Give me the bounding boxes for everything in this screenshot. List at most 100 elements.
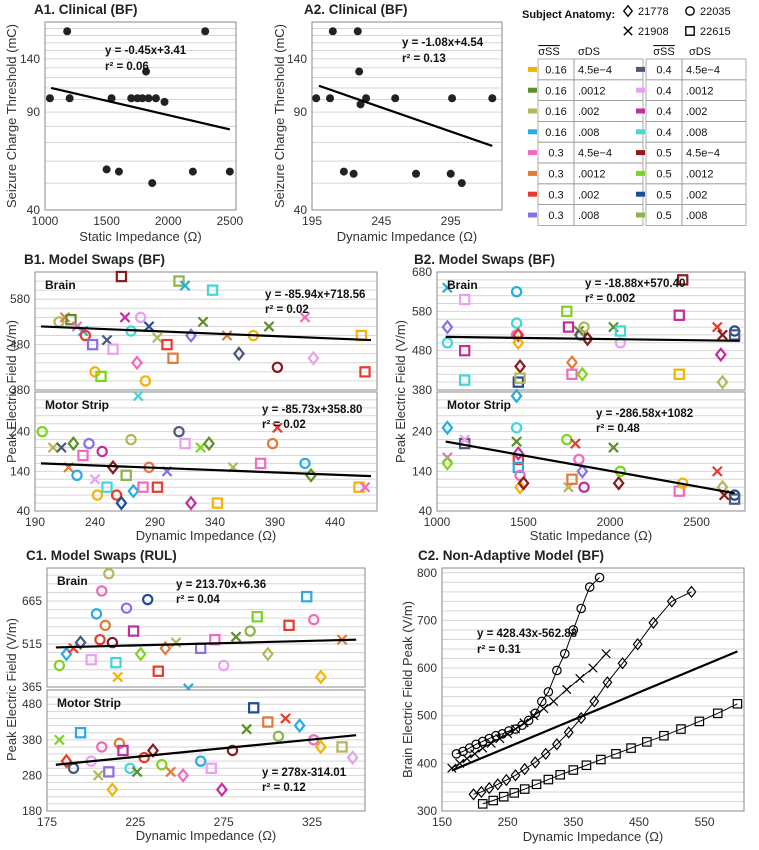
marker-stroke bbox=[608, 321, 619, 333]
data-point bbox=[301, 590, 313, 603]
subplot-label: Brain bbox=[45, 278, 76, 292]
data-point bbox=[232, 346, 246, 362]
data-point bbox=[107, 94, 116, 103]
marker-stroke bbox=[510, 724, 521, 734]
chart-title: A2. Clinical (BF) bbox=[304, 2, 408, 17]
data-point bbox=[53, 659, 66, 672]
legend-ds-value: .008 bbox=[578, 210, 599, 222]
x-tick-label: 350 bbox=[563, 815, 583, 829]
data-point bbox=[138, 94, 147, 103]
legend-subject-id: 21778 bbox=[638, 6, 669, 18]
data-point bbox=[451, 749, 462, 759]
legend-ss-value: 0.4 bbox=[656, 85, 671, 97]
data-point bbox=[152, 665, 164, 677]
data-point bbox=[160, 97, 169, 106]
data-point bbox=[85, 654, 97, 666]
data-point bbox=[510, 724, 521, 734]
marker-stroke bbox=[462, 753, 472, 764]
data-point bbox=[458, 344, 471, 357]
x-axis-label: Dynamic Impedance (Ω) bbox=[136, 528, 277, 543]
subplot-label: Brain bbox=[447, 278, 478, 292]
data-point bbox=[68, 642, 79, 654]
subplot-label: Brain bbox=[57, 574, 88, 588]
data-point bbox=[106, 636, 119, 649]
marker-stroke bbox=[511, 436, 522, 447]
legend-marker-diamond bbox=[622, 4, 634, 18]
data-point bbox=[170, 637, 182, 648]
data-point bbox=[314, 739, 327, 755]
y-axis-label: Peak Electric Field (V/m) bbox=[4, 320, 19, 463]
legend-ss-value: 0.3 bbox=[548, 148, 563, 160]
data-point bbox=[138, 751, 150, 764]
chart-title: A1. Clinical (BF) bbox=[34, 2, 138, 17]
data-point bbox=[714, 347, 727, 363]
subplot-motor: 40 140 240 Motor Strip y = -286.58x+1082 r² =… bbox=[412, 388, 746, 518]
plot-border bbox=[34, 391, 378, 512]
subplot-motor: 40 140 240 Motor Strip y = -85.73x+358.80 r² … bbox=[10, 390, 378, 518]
legend-ss-value: 0.3 bbox=[548, 169, 563, 181]
data-point bbox=[110, 489, 123, 501]
data-point bbox=[74, 727, 87, 739]
r-squared: r² = 0.02 bbox=[262, 419, 306, 431]
data-point bbox=[523, 715, 534, 726]
legend-cell bbox=[681, 204, 747, 226]
legend-ds-value: 4.5e−4 bbox=[686, 148, 720, 160]
data-point bbox=[536, 696, 547, 707]
plot-area bbox=[441, 567, 745, 812]
data-point bbox=[512, 327, 525, 343]
data-point bbox=[241, 723, 253, 735]
data-point bbox=[539, 703, 549, 714]
data-point bbox=[728, 493, 741, 505]
data-point bbox=[608, 442, 619, 453]
data-point bbox=[107, 343, 119, 355]
data-point bbox=[519, 762, 530, 776]
y-tick-label: 40 bbox=[294, 203, 308, 217]
x-tick-label: 1500 bbox=[510, 515, 537, 529]
marker-stroke bbox=[143, 321, 155, 332]
chart-title: B2. Model Swaps (BF) bbox=[414, 252, 555, 267]
plot-area bbox=[46, 567, 366, 688]
data-point bbox=[548, 696, 559, 707]
data-point bbox=[127, 625, 140, 637]
marker-stroke bbox=[112, 671, 124, 683]
legend-ss-value: 0.3 bbox=[548, 189, 563, 201]
plot-border bbox=[44, 21, 237, 211]
x-tick-label: 2000 bbox=[597, 515, 624, 529]
regression-equation: y = 278x-314.01 bbox=[262, 767, 347, 779]
marker-stroke bbox=[131, 766, 143, 778]
legend-ss-value: 0.16 bbox=[545, 65, 566, 77]
data-point bbox=[476, 785, 487, 799]
x-tick-label: 440 bbox=[325, 515, 345, 529]
legend-ds-value: .0012 bbox=[686, 85, 714, 97]
y-tick-label: 40 bbox=[17, 504, 31, 518]
regression-line bbox=[445, 440, 735, 495]
legend-ss-value: 0.5 bbox=[656, 148, 671, 160]
data-point bbox=[512, 335, 525, 351]
legend-swatch bbox=[636, 191, 645, 197]
regression-equation: y = 213.70x+6.36 bbox=[176, 579, 266, 591]
data-point bbox=[131, 766, 143, 778]
data-point bbox=[491, 730, 501, 741]
data-point bbox=[659, 730, 669, 741]
data-point bbox=[211, 497, 224, 509]
marker-stroke bbox=[562, 684, 572, 695]
legend-subject-id: 22615 bbox=[700, 26, 731, 38]
data-point bbox=[56, 442, 67, 453]
regression-equation: y = -286.58x+1082 bbox=[596, 408, 693, 420]
legend-ss-value: 0.4 bbox=[656, 65, 671, 77]
legend-marker-cross bbox=[623, 26, 633, 36]
data-point bbox=[144, 94, 153, 103]
legend-ds-value: .0012 bbox=[578, 169, 606, 181]
legend-swatch bbox=[528, 87, 537, 93]
data-point bbox=[601, 649, 611, 659]
regression-equation: y = -1.08x+4.54 bbox=[402, 37, 484, 49]
data-point bbox=[576, 366, 589, 382]
y-axis-label: Peak Electric Field (V/m) bbox=[393, 320, 408, 463]
subplot-brain: 380 480 580 Brain y = -85.94x+718.56 r² = 0.0… bbox=[10, 270, 378, 397]
marker-stroke bbox=[89, 473, 101, 485]
x-axis-label: Dynamic Impedance (Ω) bbox=[136, 828, 277, 843]
data-point bbox=[272, 730, 285, 742]
data-point bbox=[458, 293, 471, 306]
data-point bbox=[167, 352, 179, 364]
data-point bbox=[96, 445, 108, 458]
